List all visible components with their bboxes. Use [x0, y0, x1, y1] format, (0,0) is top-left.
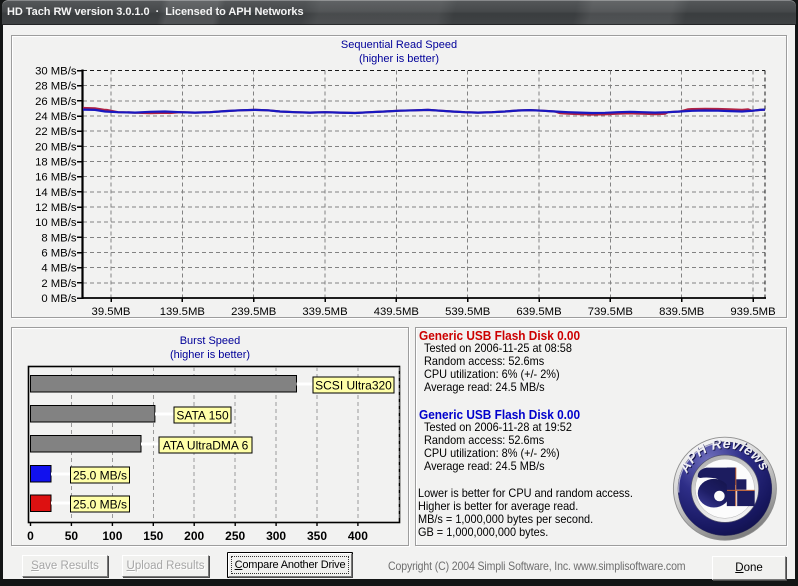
svg-text:6 MB/s: 6 MB/s — [41, 248, 77, 260]
svg-text:400: 400 — [348, 529, 368, 543]
svg-text:439.5MB: 439.5MB — [374, 306, 419, 318]
svg-text:SATA 150: SATA 150 — [176, 409, 229, 423]
svg-text:739.5MB: 739.5MB — [588, 306, 633, 318]
svg-text:300: 300 — [266, 529, 286, 543]
svg-text:0 MB/s: 0 MB/s — [41, 293, 77, 305]
svg-text:10 MB/s: 10 MB/s — [35, 217, 77, 229]
svg-text:239.5MB: 239.5MB — [231, 306, 276, 318]
svg-text:339.5MB: 339.5MB — [302, 306, 347, 318]
svg-text:24 MB/s: 24 MB/s — [35, 111, 77, 123]
svg-text:4 MB/s: 4 MB/s — [41, 263, 77, 275]
svg-text:939.5MB: 939.5MB — [730, 306, 775, 318]
svg-text:SCSI Ultra320: SCSI Ultra320 — [315, 379, 392, 393]
svg-text:12 MB/s: 12 MB/s — [35, 202, 77, 214]
svg-text:50: 50 — [65, 529, 79, 543]
svg-text:20 MB/s: 20 MB/s — [35, 141, 77, 153]
svg-text:350: 350 — [307, 529, 327, 543]
svg-text:16 MB/s: 16 MB/s — [35, 172, 77, 184]
svg-text:100: 100 — [102, 529, 122, 543]
svg-text:ATA UltraDMA 6: ATA UltraDMA 6 — [163, 439, 249, 453]
svg-text:30 MB/s: 30 MB/s — [35, 66, 77, 78]
svg-text:139.5MB: 139.5MB — [160, 306, 205, 318]
svg-text:14 MB/s: 14 MB/s — [35, 187, 77, 199]
svg-text:539.5MB: 539.5MB — [445, 306, 490, 318]
svg-text:26 MB/s: 26 MB/s — [35, 96, 77, 108]
svg-text:8 MB/s: 8 MB/s — [41, 232, 77, 244]
svg-text:839.5MB: 839.5MB — [659, 306, 704, 318]
svg-text:0: 0 — [27, 529, 34, 543]
svg-text:22 MB/s: 22 MB/s — [35, 126, 77, 138]
svg-text:39.5MB: 39.5MB — [92, 306, 131, 318]
svg-text:250: 250 — [225, 529, 245, 543]
svg-text:18 MB/s: 18 MB/s — [35, 157, 77, 169]
svg-text:2 MB/s: 2 MB/s — [41, 278, 77, 290]
svg-text:28 MB/s: 28 MB/s — [35, 81, 77, 93]
svg-text:639.5MB: 639.5MB — [516, 306, 561, 318]
svg-text:25.0 MB/s: 25.0 MB/s — [73, 498, 127, 512]
svg-text:25.0 MB/s: 25.0 MB/s — [73, 469, 127, 483]
svg-text:200: 200 — [184, 529, 204, 543]
svg-text:150: 150 — [143, 529, 163, 543]
